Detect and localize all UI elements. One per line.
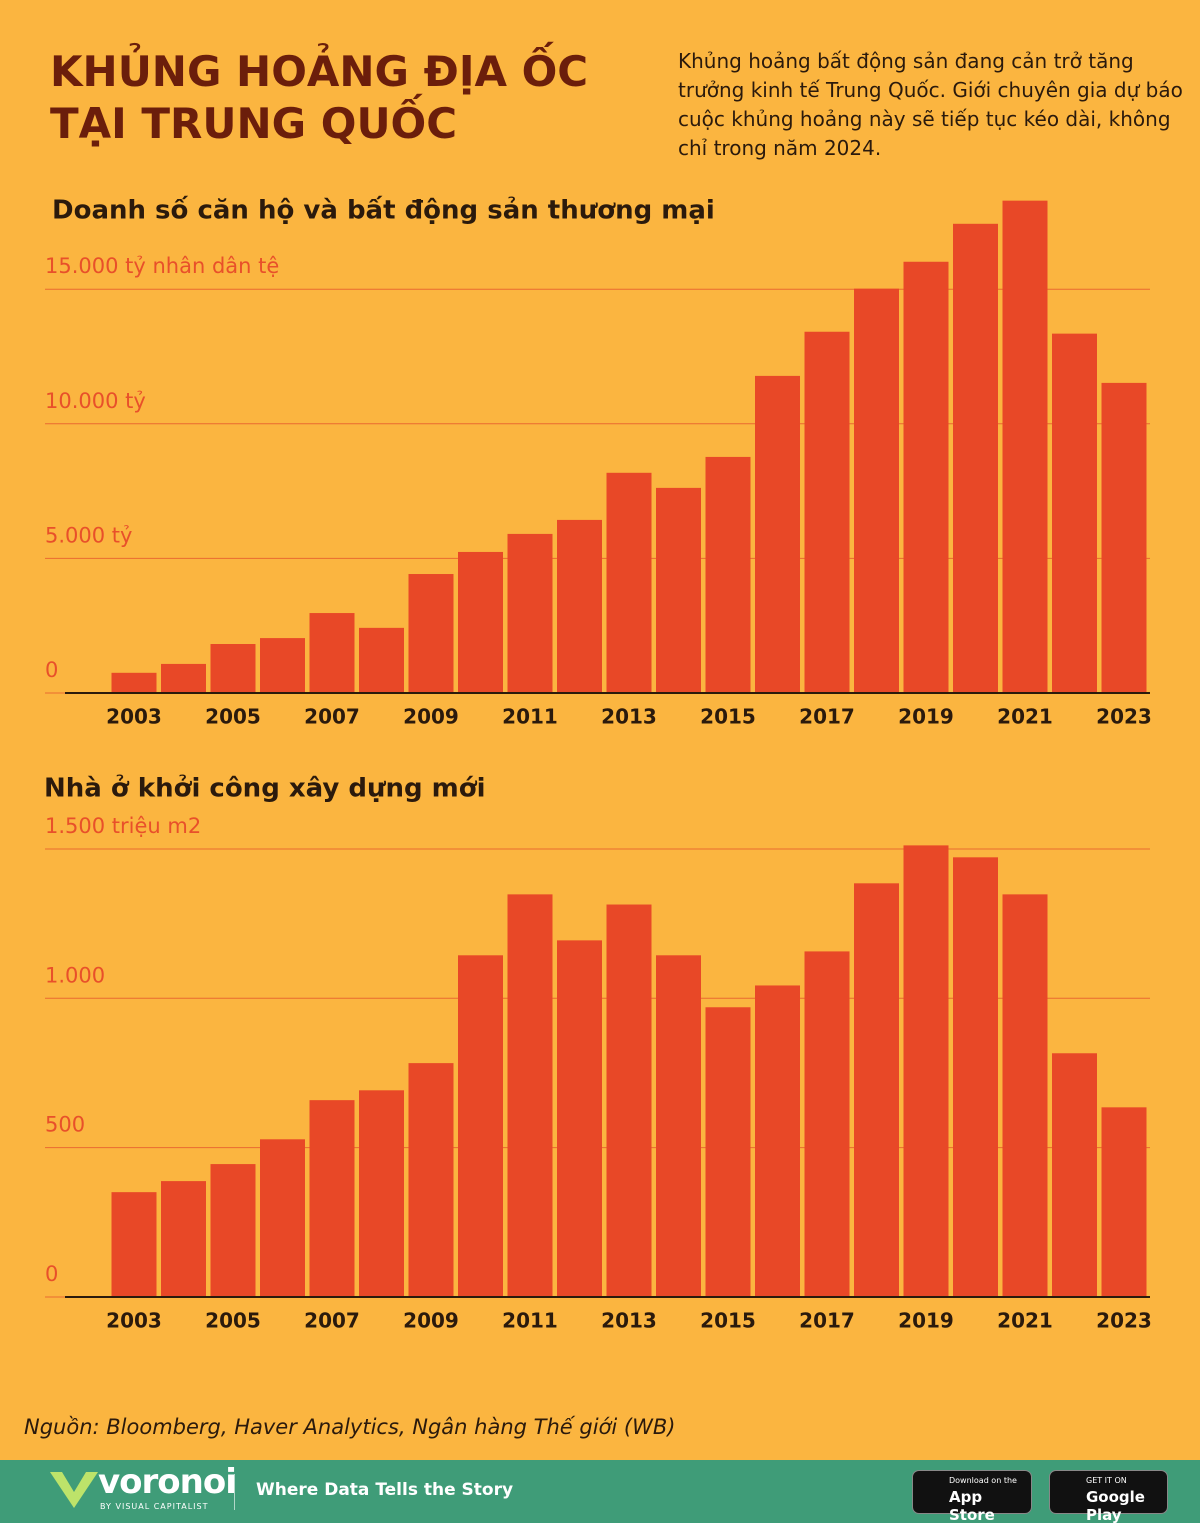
bar [161, 663, 206, 693]
x-tick-label: 2009 [403, 1309, 459, 1333]
title-line: TẠI TRUNG QUỐC [50, 99, 458, 148]
bar [161, 1181, 206, 1297]
bar [359, 1090, 404, 1297]
bar [359, 627, 404, 693]
bar [1101, 382, 1147, 693]
x-tick-label: 2013 [601, 1309, 657, 1333]
bar [1101, 1107, 1147, 1297]
y-tick-label: 5.000 tỷ [45, 523, 132, 547]
bar [656, 487, 701, 693]
y-tick-label: 0 [45, 658, 58, 682]
charts: Doanh số căn hộ và bất động sản thương m… [44, 195, 1152, 1333]
bar [210, 644, 256, 693]
bar [656, 955, 701, 1297]
y-tick-label: 0 [45, 1262, 58, 1286]
x-tick-label: 2007 [304, 1309, 360, 1333]
bar [854, 288, 899, 693]
bar [755, 375, 800, 693]
source: Nguồn: Bloomberg, Haver Analytics, Ngân … [24, 1415, 676, 1439]
bar [1002, 894, 1048, 1297]
brand: voronoi [98, 1462, 237, 1502]
bar [408, 1063, 454, 1297]
bar [1052, 333, 1097, 693]
bar [260, 638, 305, 693]
separator [234, 1474, 235, 1510]
bar [458, 955, 503, 1297]
x-tick-label: 2021 [997, 705, 1053, 729]
bar [705, 1007, 751, 1297]
x-tick-label: 2011 [502, 1309, 558, 1333]
badge-small: GET IT ON [1086, 1476, 1127, 1485]
bar [111, 1192, 157, 1297]
bar [210, 1164, 256, 1297]
tagline: Where Data Tells the Story [256, 1480, 514, 1500]
bar [606, 472, 652, 693]
y-tick-label: 1.500 triệu m2 [45, 814, 201, 838]
bar [507, 894, 553, 1297]
x-tick-label: 2017 [799, 705, 855, 729]
chart-title: Nhà ở khởi công xây dựng mới [44, 773, 486, 804]
badge-big: Google Play [1086, 1488, 1145, 1523]
bar [804, 951, 850, 1297]
y-tick-label: 10.000 tỷ [45, 389, 146, 413]
x-tick-label: 2005 [205, 705, 261, 729]
bar [557, 940, 602, 1297]
x-tick-label: 2021 [997, 1309, 1053, 1333]
google-play-badge[interactable]: GET IT ON Google Play [1049, 1470, 1168, 1523]
bar [903, 261, 949, 693]
bar [408, 574, 454, 693]
bar [309, 613, 355, 693]
bar [953, 223, 998, 694]
bar [854, 883, 899, 1297]
description: Khủng hoảng bất động sản đang cản trở tă… [678, 49, 1183, 160]
footer: voronoi BY VISUAL CAPITALIST Where Data … [0, 1460, 1200, 1523]
bar [755, 985, 800, 1297]
x-tick-label: 2009 [403, 705, 459, 729]
bar [507, 533, 553, 693]
chart-title: Doanh số căn hộ và bất động sản thương m… [52, 195, 715, 226]
x-tick-label: 2015 [700, 1309, 756, 1333]
x-tick-label: 2011 [502, 705, 558, 729]
bar [111, 672, 157, 693]
badge-big: App Store [949, 1488, 995, 1523]
y-tick-label: 15.000 tỷ nhân dân tệ [45, 254, 279, 278]
page-title: KHỦNG HOẢNG ĐỊA ỐC TẠI TRUNG QUỐC [50, 46, 588, 150]
x-tick-label: 2019 [898, 705, 954, 729]
bar [557, 519, 602, 693]
bar [309, 1100, 355, 1297]
y-tick-label: 1.000 [45, 963, 105, 987]
bar [705, 456, 751, 693]
x-tick-label: 2013 [601, 705, 657, 729]
x-tick-label: 2003 [106, 705, 162, 729]
logo [50, 1472, 98, 1508]
x-tick-label: 2003 [106, 1309, 162, 1333]
y-tick-label: 500 [45, 1113, 85, 1137]
bar [606, 904, 652, 1297]
bar [953, 857, 998, 1297]
bar [1052, 1053, 1097, 1297]
badge-small: Download on the [949, 1476, 1017, 1485]
x-tick-label: 2023 [1096, 705, 1152, 729]
x-tick-label: 2023 [1096, 1309, 1152, 1333]
bar [804, 331, 850, 693]
title-line: KHỦNG HOẢNG ĐỊA ỐC [50, 47, 589, 96]
bar [458, 551, 503, 693]
bar [903, 845, 949, 1297]
x-tick-label: 2007 [304, 705, 360, 729]
brand-by: BY VISUAL CAPITALIST [100, 1502, 209, 1511]
app-store-badge[interactable]: Download on the App Store [912, 1470, 1032, 1523]
x-tick-label: 2015 [700, 705, 756, 729]
bar [260, 1139, 305, 1297]
bar [1002, 200, 1048, 694]
x-tick-label: 2005 [205, 1309, 261, 1333]
x-tick-label: 2019 [898, 1309, 954, 1333]
x-tick-label: 2017 [799, 1309, 855, 1333]
